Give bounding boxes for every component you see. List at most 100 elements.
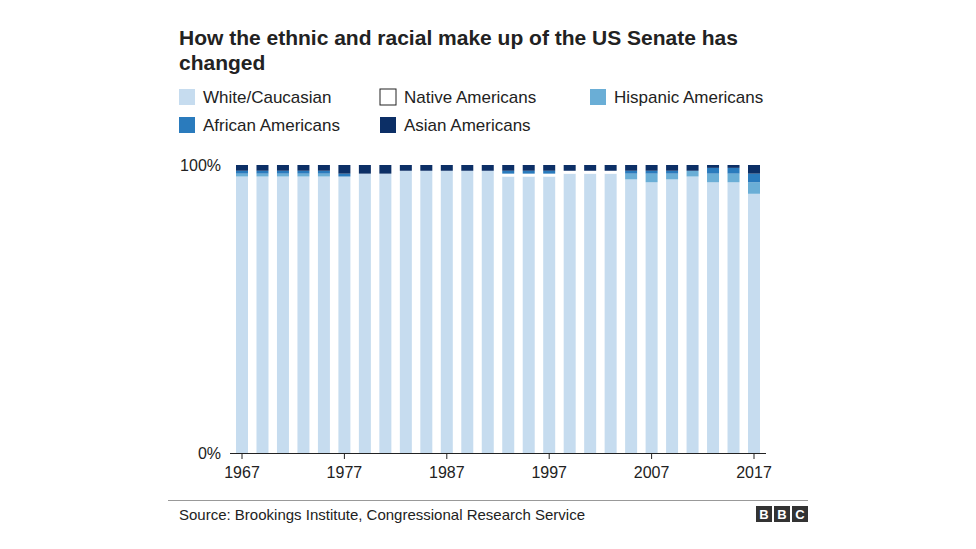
bar-segment <box>564 165 576 171</box>
bar-segment <box>236 165 248 171</box>
bar-segment <box>625 165 637 171</box>
bar-segment <box>564 171 576 174</box>
bar-segment <box>256 177 268 453</box>
x-tick <box>242 453 243 459</box>
bar-segment <box>277 174 289 177</box>
bar-segment <box>338 177 350 453</box>
bar-segment <box>297 165 309 171</box>
bar-segment <box>748 182 760 194</box>
bar-segment <box>256 165 268 171</box>
bar-segment <box>502 174 514 177</box>
bar-segment <box>748 174 760 183</box>
bar-segment <box>523 174 535 177</box>
x-tick <box>344 453 345 459</box>
bar-segment <box>707 174 719 183</box>
x-tick <box>651 453 652 459</box>
bar-segment <box>256 174 268 177</box>
legend-label: Native Americans <box>404 88 536 107</box>
x-tick-label: 1967 <box>224 464 260 481</box>
bar-segment <box>502 177 514 453</box>
bar-segment <box>359 174 371 453</box>
bar-segment <box>236 171 248 174</box>
legend-swatch <box>179 117 195 133</box>
legend-label: African Americans <box>203 116 340 135</box>
bar-segment <box>318 177 330 453</box>
bar-segment <box>748 165 760 174</box>
bar-segment <box>707 168 719 174</box>
legend-label: Asian Americans <box>404 116 531 135</box>
bar-segment <box>318 174 330 177</box>
legend-item: African Americans <box>179 116 340 135</box>
bar-segment <box>400 165 412 171</box>
bar-segment <box>318 165 330 171</box>
bar-segment <box>523 177 535 453</box>
title: How the ethnic and racial make up of the… <box>179 26 738 74</box>
legend-label: Hispanic Americans <box>614 88 763 107</box>
bar-segment <box>605 174 617 453</box>
logo-letter: C <box>795 507 805 522</box>
bar-segment <box>482 171 494 453</box>
title-line: How the ethnic and racial make up of the… <box>179 26 738 49</box>
bar-segment <box>502 171 514 174</box>
bar-segment <box>297 177 309 453</box>
chart: How the ethnic and racial make up of the… <box>0 0 976 549</box>
y-tick-label: 0% <box>198 445 221 462</box>
bar-segment <box>584 165 596 171</box>
bar-segment <box>584 174 596 453</box>
x-tick-label: 2017 <box>736 464 772 481</box>
bar-segment <box>728 168 740 174</box>
bar-segment <box>277 171 289 174</box>
x-tick-label: 1997 <box>531 464 567 481</box>
logo-box <box>756 506 772 522</box>
bar-segment <box>318 171 330 174</box>
bar-segment <box>625 171 637 174</box>
bar-segment <box>666 179 678 453</box>
source: Source: Brookings Institute, Congression… <box>179 506 585 523</box>
bar-segment <box>584 171 596 174</box>
bar-segment <box>646 182 658 453</box>
bar-segment <box>646 174 658 183</box>
bar-segment <box>297 171 309 174</box>
x-tick <box>754 453 755 459</box>
bar-segment <box>687 177 699 453</box>
legend-label: White/Caucasian <box>203 88 332 107</box>
bar-segment <box>523 165 535 171</box>
bar-segment <box>605 171 617 174</box>
bar-segment <box>666 171 678 174</box>
bar-segment <box>236 174 248 177</box>
bar-segment <box>666 165 678 171</box>
legend-swatch <box>179 89 195 105</box>
legend-item: Native Americans <box>380 88 536 107</box>
footer-rule <box>168 500 808 501</box>
bar-segment <box>728 174 740 183</box>
bar-segment <box>359 165 371 174</box>
bar-segment <box>728 165 740 168</box>
logo-letter: B <box>759 507 768 522</box>
logo-letter: B <box>777 507 786 522</box>
x-axis <box>230 453 766 454</box>
bar-segment <box>605 165 617 171</box>
bar-segment <box>543 174 555 177</box>
bar-segment <box>748 194 760 453</box>
title-line: changed <box>179 51 265 74</box>
bar-segment <box>728 182 740 453</box>
bar-segment <box>523 171 535 174</box>
bar-segment <box>379 165 391 174</box>
bar-segment <box>543 165 555 171</box>
bar-segment <box>277 177 289 453</box>
bar-segment <box>707 165 719 168</box>
bar-segment <box>625 174 637 180</box>
x-tick-label: 1977 <box>327 464 363 481</box>
bar-segment <box>338 165 350 174</box>
bar-segment <box>441 165 453 171</box>
bar-segment <box>625 179 637 453</box>
x-tick <box>549 453 550 459</box>
logo-box <box>774 506 790 522</box>
bar-segment <box>297 174 309 177</box>
bar-segment <box>461 165 473 171</box>
x-tick-label: 2007 <box>634 464 670 481</box>
bar-segment <box>420 171 432 453</box>
legend-item: Hispanic Americans <box>590 88 763 107</box>
bar-segment <box>646 171 658 174</box>
legend-swatch <box>590 89 606 105</box>
